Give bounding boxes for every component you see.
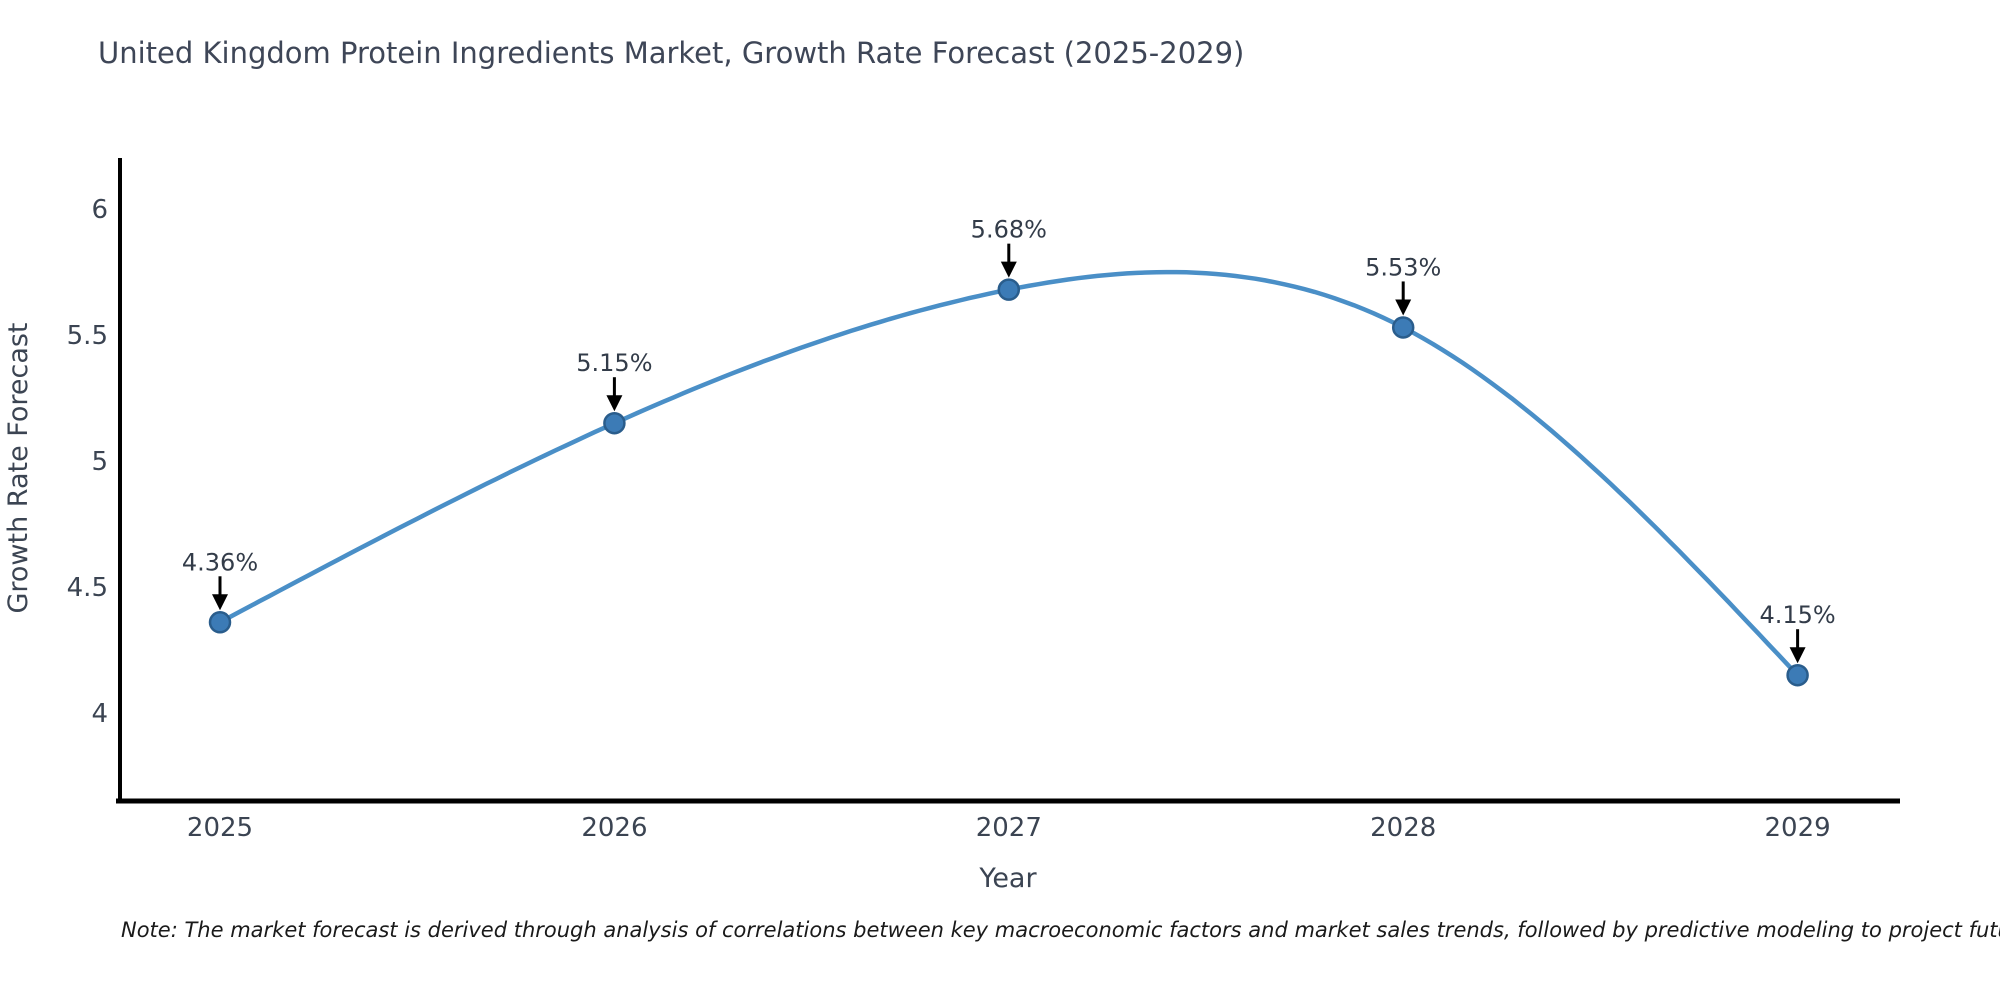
point-value-label: 4.15% <box>1759 601 1835 629</box>
point-value-label: 5.53% <box>1365 253 1441 281</box>
series-line <box>217 269 1800 678</box>
annotation-arrowhead-icon <box>1395 299 1412 316</box>
point-value-label: 5.15% <box>576 349 652 377</box>
y-tick-label: 6 <box>91 195 108 225</box>
series-markers <box>208 278 1809 687</box>
annotation-arrowhead-icon <box>1789 647 1806 664</box>
x-tick-label: 2027 <box>976 813 1042 843</box>
y-tick-label: 4.5 <box>67 573 108 603</box>
y-tick-label: 5 <box>91 447 108 477</box>
y-tick-label: 5.5 <box>67 321 108 351</box>
x-axis-tick-labels: 2025 2026 2027 2028 2029 <box>187 813 1831 843</box>
data-point-marker <box>1786 663 1809 687</box>
x-tick-label: 2029 <box>1765 813 1831 843</box>
x-tick-label: 2025 <box>187 813 253 843</box>
point-value-label: 4.36% <box>182 548 258 576</box>
footnote: Note: The market forecast is derived thr… <box>121 918 2000 942</box>
y-axis-tick-labels: 4 4.5 5 5.5 6 <box>67 195 108 729</box>
data-point-marker <box>1391 316 1415 339</box>
data-point-marker <box>997 278 1021 301</box>
data-point-marker <box>603 411 626 435</box>
point-value-label: 5.68% <box>971 216 1047 244</box>
x-axis-title: Year <box>978 863 1037 894</box>
annotation-arrowhead-icon <box>1000 261 1017 278</box>
data-point-marker <box>208 611 232 634</box>
y-axis-title: Growth Rate Forecast <box>3 322 34 613</box>
annotation-arrowhead-icon <box>212 594 228 611</box>
annotation-arrowhead-icon <box>606 395 623 412</box>
y-tick-label: 4 <box>91 699 108 729</box>
x-tick-label: 2028 <box>1370 813 1436 843</box>
chart-title: United Kingdom Protein Ingredients Marke… <box>98 36 1245 70</box>
point-annotations: 4.36% 5.15% 5.68% 5.53% 4.15% <box>182 216 1836 664</box>
x-tick-label: 2026 <box>581 813 647 843</box>
